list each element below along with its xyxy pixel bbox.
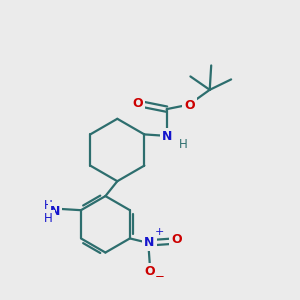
Text: O: O [133, 97, 143, 110]
Text: O: O [171, 233, 181, 246]
Text: H: H [178, 138, 187, 151]
Text: O: O [145, 265, 155, 278]
Text: −: − [154, 270, 164, 283]
Text: +: + [155, 226, 164, 237]
Text: N: N [50, 205, 60, 218]
Text: H: H [44, 212, 52, 225]
Text: O: O [184, 99, 195, 112]
Text: N: N [144, 236, 154, 249]
Text: N: N [162, 130, 173, 143]
Text: H: H [44, 199, 52, 212]
